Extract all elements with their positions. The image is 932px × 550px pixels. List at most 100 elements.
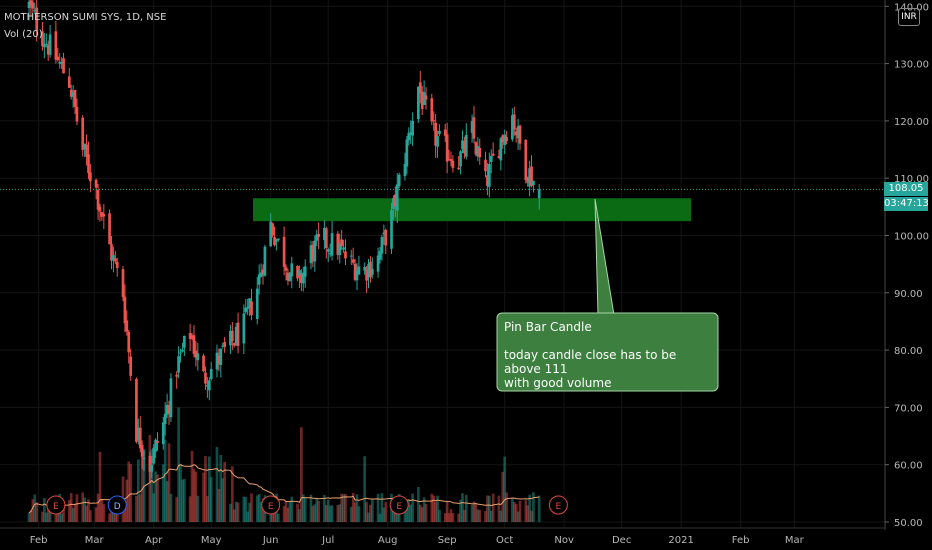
event-marker [261,495,281,515]
candle-body [202,355,205,372]
currency-badge[interactable]: INR [898,8,920,26]
price-axis: 140.00 130.00 120.00 110.00 100.00 90.00 80.00… [884,0,929,530]
volume-bar [487,495,491,522]
volume-bar [259,502,263,522]
volume-bar [56,507,60,522]
volume-bar [470,504,474,522]
volume-bar [476,509,480,522]
candle-body [516,126,520,139]
volume-bar [207,456,211,522]
volume-bar [288,502,292,522]
volume-bar [248,502,251,522]
volume-bar [303,497,307,522]
volume-bar [503,456,507,522]
volume-bar [194,471,198,522]
event-marker [107,495,127,515]
volume-bar [296,503,299,522]
volume-bar [528,494,531,522]
event-marker-label: E [396,502,402,512]
volume-bar [311,505,315,522]
candle-body [129,356,133,376]
volume-bar [514,504,518,522]
volume-bar [230,466,234,522]
volume-bar [411,493,414,522]
volume-bar [511,498,514,522]
volume-bar [217,488,221,522]
volume-bar [236,502,240,522]
volume-bar [330,505,334,522]
candle-body [150,465,154,472]
candle-body [229,330,232,346]
candle-body [459,151,462,167]
volume-bar [340,493,343,522]
volume-bar [459,499,462,522]
volume-bar [102,504,106,522]
volume-bar [277,513,280,522]
candle-body [407,132,411,141]
volume-bar [407,500,411,522]
price-tick-label: 60.00 [894,461,923,472]
candle-body [497,155,501,159]
volume-indicator-label[interactable]: Vol (20) [4,29,43,40]
volume-bar [484,510,487,522]
volume-bar [464,494,468,522]
candle-body [115,261,119,269]
candle-body [140,444,144,457]
candle-body [41,31,44,47]
volume-bar [380,493,384,522]
candle-body [380,237,384,254]
volume-bar [449,509,453,522]
candle-body [392,198,395,210]
volume-bar [530,510,533,522]
candle-body [298,270,301,276]
volume-bar [209,477,213,522]
volume-bar [75,494,79,522]
candle-body [163,413,167,424]
candle-body [363,267,367,271]
volume-bar [491,493,495,522]
candle-body [236,322,240,346]
candle-body [503,134,507,145]
candle-body [73,90,77,108]
symbol-title[interactable]: MOTHERSON SUMI SYS, 1D, NSE [4,12,167,23]
volume-bar [537,495,541,522]
volume-bar [497,495,501,522]
volume-bar [432,495,436,522]
time-tick-label: Feb [732,535,750,546]
time-tick-label: Aug [378,535,398,546]
candle-body [60,61,63,64]
volume-bar [451,513,455,522]
candle-body [142,457,146,459]
volume-bar [369,504,372,522]
candle-body [353,263,357,280]
candle-body [499,138,503,161]
volume-bar [447,513,451,522]
volume-bar [370,499,374,522]
candle-body [81,117,85,150]
candle-body [438,130,441,135]
candle-body [474,142,478,155]
volume-bar [376,493,380,522]
support-zone-layer [253,198,691,222]
candle-body [259,272,263,277]
time-tick-label: Jul [321,535,334,546]
candle-body [461,140,464,150]
candle-body [177,356,180,373]
volume-bar [232,509,236,522]
candle-body [48,34,52,55]
volume-bar [472,501,476,522]
candle-body [443,129,447,136]
volume-bar [420,507,424,522]
volume-bar [229,503,232,522]
volume-bar [156,474,159,522]
candle-body [432,120,436,122]
volume-bar [284,500,288,522]
last-price-tag: 108.05 [884,182,928,197]
volume-bar [499,510,503,522]
volume-bar [338,504,342,522]
volume-bar [123,500,127,522]
volume-bar [41,511,44,522]
volume-bar [27,512,31,522]
candle-body [323,227,326,241]
